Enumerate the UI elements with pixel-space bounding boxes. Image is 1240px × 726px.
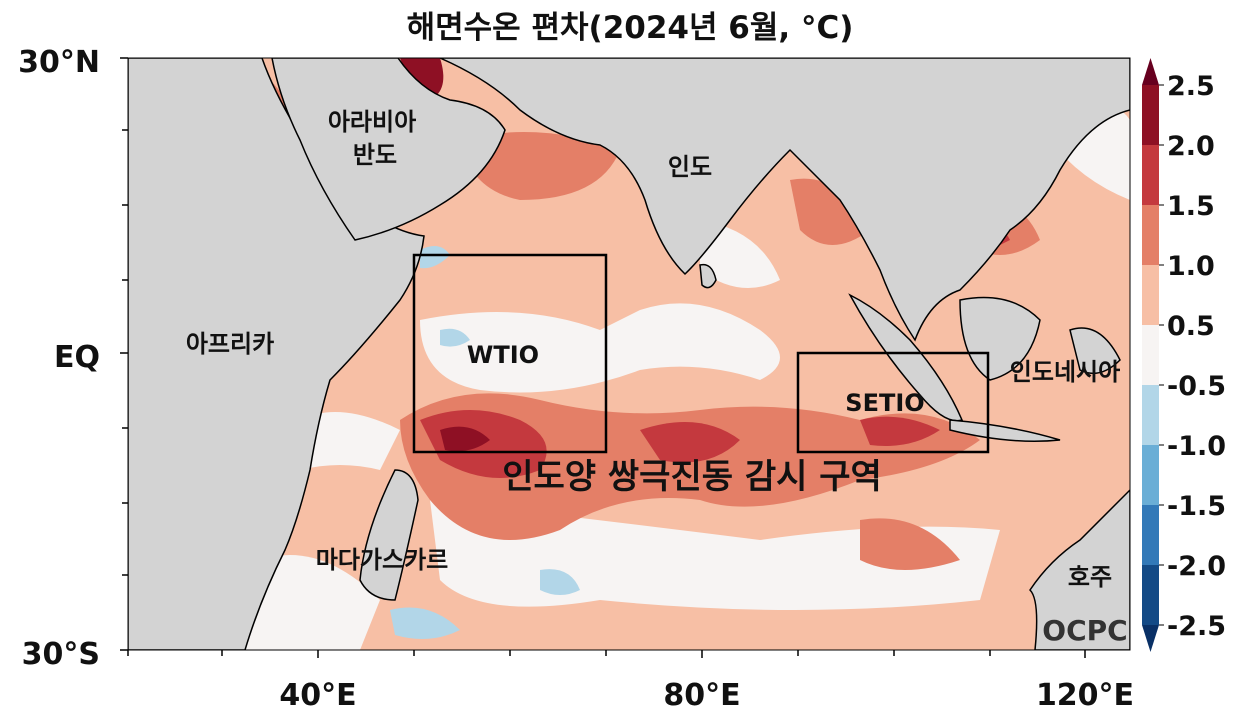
x-tick-80e: 80°E <box>663 678 740 713</box>
colorbar-label: -0.5 <box>1167 371 1226 402</box>
colorbar-label: -1.0 <box>1167 431 1226 462</box>
very-warm-patches <box>400 58 490 452</box>
wtio-label: WTIO <box>467 341 539 369</box>
land <box>128 58 1130 650</box>
y-tick-30n: 30°N <box>18 45 100 80</box>
colorbar-extend-high <box>1142 58 1159 85</box>
ocpc-logo: OCPC <box>1042 614 1127 647</box>
region-australia: 호주 <box>1068 563 1112 591</box>
colorbar-segment <box>1142 205 1159 265</box>
sumatra-land <box>848 293 964 422</box>
map-area: WTIO SETIO 인도양 쌍극진동 감시 구역 아라비아 반도 인도 아프리… <box>128 58 1130 650</box>
y-tick-eq: EQ <box>54 340 100 375</box>
region-indonesia: 인도네시아 <box>1010 358 1120 386</box>
colorbar: 2.5 2.0 1.5 1.0 0.5 -0.5 -1.0 -1.5 -2.0 -2.5 <box>1142 58 1226 652</box>
colorbar-extend-low <box>1142 625 1159 652</box>
colorbar-label: 1.5 <box>1167 191 1215 222</box>
arabia-land <box>271 58 506 241</box>
region-arabia-2: 반도 <box>353 141 397 169</box>
sulawesi-land <box>1069 327 1121 375</box>
madagascar-land <box>359 469 419 601</box>
wtio-box <box>412 253 608 454</box>
map-title: 해면수온 편차(2024년 6월, °C) <box>407 10 854 46</box>
region-madagascar: 마다가스카르 <box>316 546 448 574</box>
asia-land <box>439 58 1130 342</box>
colorbar-label: 2.0 <box>1167 131 1215 162</box>
region-arabia-1: 아라비아 <box>328 108 416 136</box>
colorbar-segment <box>1142 445 1159 505</box>
colorbar-segment <box>1142 325 1159 385</box>
colorbar-segment <box>1142 385 1159 445</box>
axis-ticks <box>120 57 1086 658</box>
colorbar-segment <box>1142 145 1159 205</box>
australia-land <box>1029 488 1130 650</box>
cool-patches <box>390 246 580 639</box>
colorbar-segment <box>1142 565 1159 625</box>
region-india: 인도 <box>668 153 712 181</box>
region-africa: 아프리카 <box>186 330 274 358</box>
x-tick-40e: 40°E <box>279 678 356 713</box>
borneo-land <box>959 296 1041 381</box>
colorbar-label: 1.0 <box>1167 251 1215 282</box>
setio-label: SETIO <box>845 389 924 417</box>
y-tick-30s: 30°S <box>22 637 100 672</box>
setio-box <box>796 351 990 454</box>
map-frame <box>127 57 1131 651</box>
colorbar-label: -2.5 <box>1167 611 1226 642</box>
colorbar-label: -1.5 <box>1167 491 1226 522</box>
colorbar-segment <box>1142 265 1159 325</box>
colorbar-label: -2.0 <box>1167 551 1226 582</box>
colorbar-segment <box>1142 505 1159 565</box>
x-tick-120e: 120°E <box>1036 678 1134 713</box>
sri-lanka-land <box>699 263 717 289</box>
colorbar-label: 0.5 <box>1167 311 1215 342</box>
colorbar-label: 2.5 <box>1167 71 1215 102</box>
iod-monitoring-annotation: 인도양 쌍극진동 감시 구역 <box>502 457 882 497</box>
colorbar-segment <box>1142 85 1159 145</box>
